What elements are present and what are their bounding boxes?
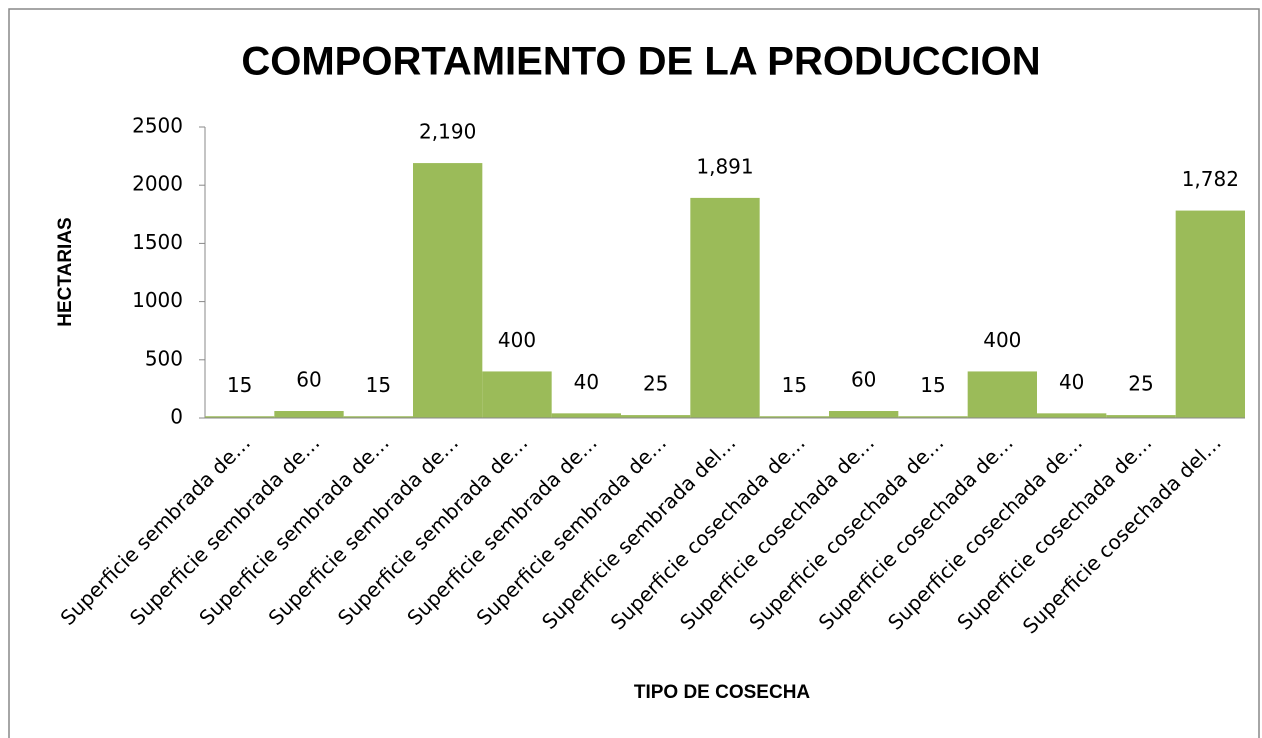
bar (759, 416, 829, 418)
bar (413, 163, 483, 418)
bar (690, 197, 760, 418)
bar (482, 371, 552, 418)
bar (967, 371, 1037, 418)
bar (551, 413, 621, 418)
bar (274, 411, 344, 418)
bar (829, 411, 899, 418)
value-label: 25 (643, 372, 668, 396)
bar (1037, 413, 1107, 418)
value-label: 40 (574, 370, 599, 394)
value-label: 40 (1059, 370, 1084, 394)
value-label: 60 (296, 368, 321, 392)
bar (343, 416, 413, 418)
value-label: 1,891 (696, 154, 753, 178)
x-axis-title: TIPO DE COSECHA (634, 682, 811, 703)
bar (621, 415, 691, 418)
y-axis-title: HECTARIAS (55, 217, 76, 326)
y-tick-label: 1500 (132, 230, 183, 254)
chart-border (8, 8, 1260, 738)
y-tick-label: 2000 (132, 172, 183, 196)
chart-title: COMPORTAMIENTO DE LA PRODUCCION (241, 40, 1040, 84)
y-tick-label: 1000 (132, 288, 183, 312)
bar (898, 416, 968, 418)
value-label: 15 (366, 373, 391, 397)
y-tick-label: 2500 (132, 114, 183, 138)
y-tick-label: 0 (170, 405, 183, 429)
value-label: 1,782 (1182, 167, 1239, 191)
value-label: 15 (227, 373, 252, 397)
y-tick-label: 500 (145, 346, 183, 370)
bar (1106, 415, 1176, 418)
value-label: 25 (1128, 372, 1153, 396)
value-label: 400 (498, 328, 536, 352)
value-label: 2,190 (419, 120, 476, 144)
value-label: 15 (920, 373, 945, 397)
value-label: 60 (851, 368, 876, 392)
bar (205, 416, 275, 418)
value-label: 400 (983, 328, 1021, 352)
bar (1175, 210, 1245, 418)
value-label: 15 (782, 373, 807, 397)
